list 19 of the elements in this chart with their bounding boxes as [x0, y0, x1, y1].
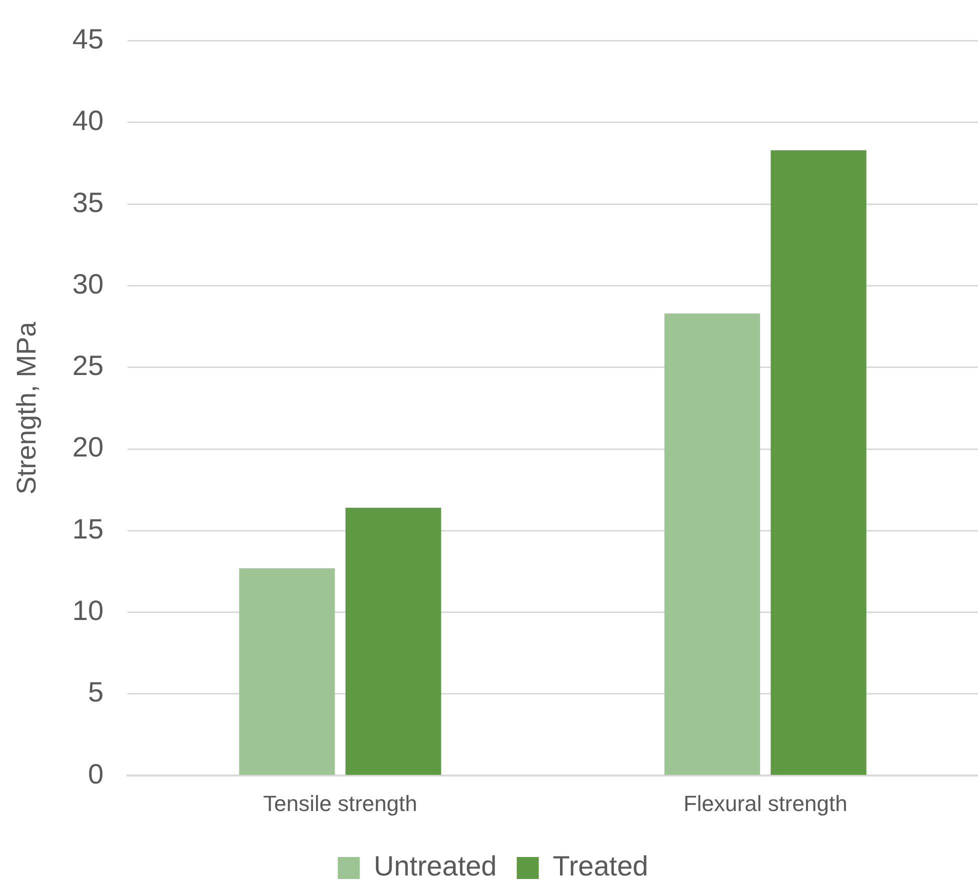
y-tick-label: 0 [88, 758, 104, 790]
bar [770, 150, 866, 775]
y-tick-label: 10 [72, 595, 104, 626]
bar [345, 508, 442, 775]
x-tick-label: Flexural strength [683, 790, 848, 816]
y-tick-label: 30 [72, 268, 104, 300]
legend-label: Treated [552, 850, 648, 882]
y-tick-label: 45 [72, 24, 104, 55]
x-tick-label: Tensile strength [263, 790, 418, 816]
y-tick-label: 40 [72, 105, 104, 136]
bar [239, 568, 335, 775]
legend-label: Untreated [374, 850, 497, 882]
y-tick-label: 25 [72, 350, 104, 382]
y-tick-label: 35 [72, 186, 104, 218]
y-tick-label: 20 [72, 432, 104, 463]
y-tick-label: 15 [72, 513, 104, 544]
y-tick-label: 5 [88, 676, 104, 708]
y-axis-title: Strength, MPa [12, 320, 42, 494]
bar [664, 313, 760, 775]
